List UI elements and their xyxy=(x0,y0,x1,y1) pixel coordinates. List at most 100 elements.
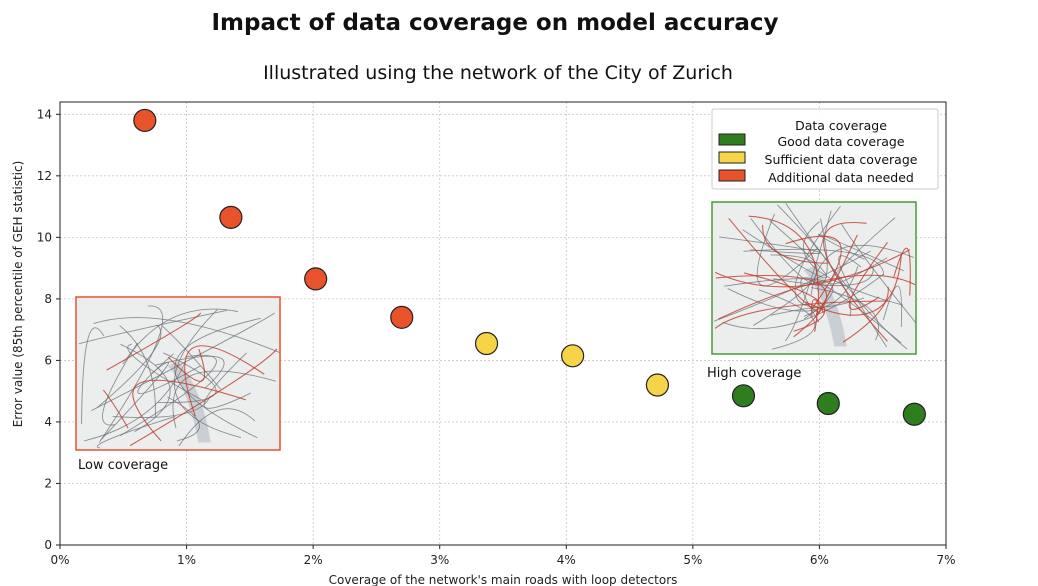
road-line xyxy=(178,408,256,447)
y-tick-label: 2 xyxy=(44,476,52,490)
road-line xyxy=(83,360,187,442)
legend-label-additional: Additional data needed xyxy=(768,170,914,185)
monitored-road-line xyxy=(132,379,246,442)
monitored-road-line xyxy=(823,221,888,342)
monitored-road-line xyxy=(102,389,129,429)
axis-ticks: 0% 1% 2% 3% 4% 5% 6% 7% 0 2 4 6 8 10 12 14 xyxy=(37,107,956,567)
y-tick-label: 10 xyxy=(37,230,52,244)
data-point xyxy=(390,305,414,329)
legend-label-sufficient: Sufficient data coverage xyxy=(765,152,918,167)
low-coverage-map-inset: Low coverage xyxy=(75,296,281,473)
y-axis-label: Error value (85th percentile of GEH stat… xyxy=(11,161,25,428)
monitored-road-line xyxy=(842,286,889,343)
road-line xyxy=(93,317,280,353)
road-line xyxy=(137,353,202,395)
monitored-road-line xyxy=(728,217,819,313)
road-line xyxy=(840,223,917,324)
x-tick-label: 4% xyxy=(557,553,576,567)
road-line xyxy=(882,285,903,327)
x-tick-label: 2% xyxy=(304,553,323,567)
monitored-road-line xyxy=(129,348,278,447)
lake-shape xyxy=(803,265,847,347)
road-line xyxy=(155,355,225,389)
data-point xyxy=(902,402,926,426)
y-tick-label: 4 xyxy=(44,415,52,429)
road-line xyxy=(174,309,242,438)
road-line xyxy=(102,342,138,426)
road-line xyxy=(800,277,902,344)
road-line xyxy=(713,250,871,322)
data-point xyxy=(816,391,840,416)
road-line xyxy=(91,312,276,412)
road-line xyxy=(119,354,217,437)
chart-title: Impact of data coverage on model accurac… xyxy=(211,10,779,36)
monitored-road-line xyxy=(848,242,888,310)
legend-swatch-additional xyxy=(718,169,746,182)
road-line xyxy=(112,395,211,418)
road-line xyxy=(96,416,176,449)
road-line xyxy=(203,352,251,409)
data-points xyxy=(133,108,926,426)
road-line xyxy=(78,309,228,345)
data-point xyxy=(304,267,328,291)
monitored-road-line xyxy=(714,300,889,329)
data-point xyxy=(561,344,585,368)
monitored-road-line xyxy=(748,215,819,332)
road-line xyxy=(773,267,874,287)
monitored-road-line xyxy=(816,234,858,315)
y-tick-label: 0 xyxy=(44,538,52,552)
monitored-road-line xyxy=(106,312,201,371)
high-coverage-map-inset: High coverage xyxy=(707,201,917,381)
road-line xyxy=(727,265,859,312)
road-line xyxy=(81,327,105,425)
x-tick-label: 7% xyxy=(936,553,955,567)
x-axis-label: Coverage of the network's main roads wit… xyxy=(329,573,678,586)
monitored-road-line xyxy=(893,247,911,296)
road-line xyxy=(99,305,163,443)
road-network-lines xyxy=(78,305,280,449)
monitored-road-line xyxy=(717,274,916,320)
x-tick-label: 3% xyxy=(430,553,449,567)
road-line xyxy=(167,396,200,442)
data-point xyxy=(731,384,756,408)
road-line xyxy=(161,325,221,390)
legend: Data coverage Good data coverage Suffici… xyxy=(711,108,939,190)
road-network-lines xyxy=(713,203,917,350)
monitored-road-line xyxy=(184,345,265,417)
high-coverage-caption: High coverage xyxy=(707,366,801,381)
data-point xyxy=(219,205,243,229)
legend-title: Data coverage xyxy=(795,118,887,133)
road-line xyxy=(785,203,908,350)
x-tick-label: 5% xyxy=(683,553,702,567)
monitored-road-line xyxy=(811,299,825,317)
road-line xyxy=(172,370,276,429)
data-point xyxy=(133,108,157,133)
low-coverage-caption: Low coverage xyxy=(78,458,168,473)
monitored-road-line xyxy=(743,272,826,332)
road-line xyxy=(120,343,171,433)
road-line xyxy=(802,221,904,306)
legend-swatch-good xyxy=(718,133,746,146)
data-point xyxy=(645,373,670,397)
road-line xyxy=(810,287,879,341)
road-line xyxy=(756,213,819,287)
y-tick-label: 8 xyxy=(44,292,52,306)
y-tick-label: 12 xyxy=(37,169,52,183)
data-point xyxy=(474,331,499,356)
x-tick-label: 1% xyxy=(177,553,196,567)
chart-subtitle: Illustrated using the network of the Cit… xyxy=(263,62,733,84)
y-tick-label: 6 xyxy=(44,353,52,367)
plot-area xyxy=(59,101,947,546)
road-line xyxy=(127,343,206,403)
y-tick-label: 14 xyxy=(37,107,52,121)
monitored-road-line xyxy=(762,224,828,264)
road-line xyxy=(770,307,819,317)
road-line xyxy=(818,233,905,272)
legend-swatch-sufficient xyxy=(718,151,746,164)
legend-label-good: Good data coverage xyxy=(777,134,904,149)
monitored-road-line xyxy=(785,235,842,310)
x-tick-label: 6% xyxy=(810,553,829,567)
x-tick-label: 0% xyxy=(50,553,69,567)
monitored-road-line xyxy=(167,349,206,382)
